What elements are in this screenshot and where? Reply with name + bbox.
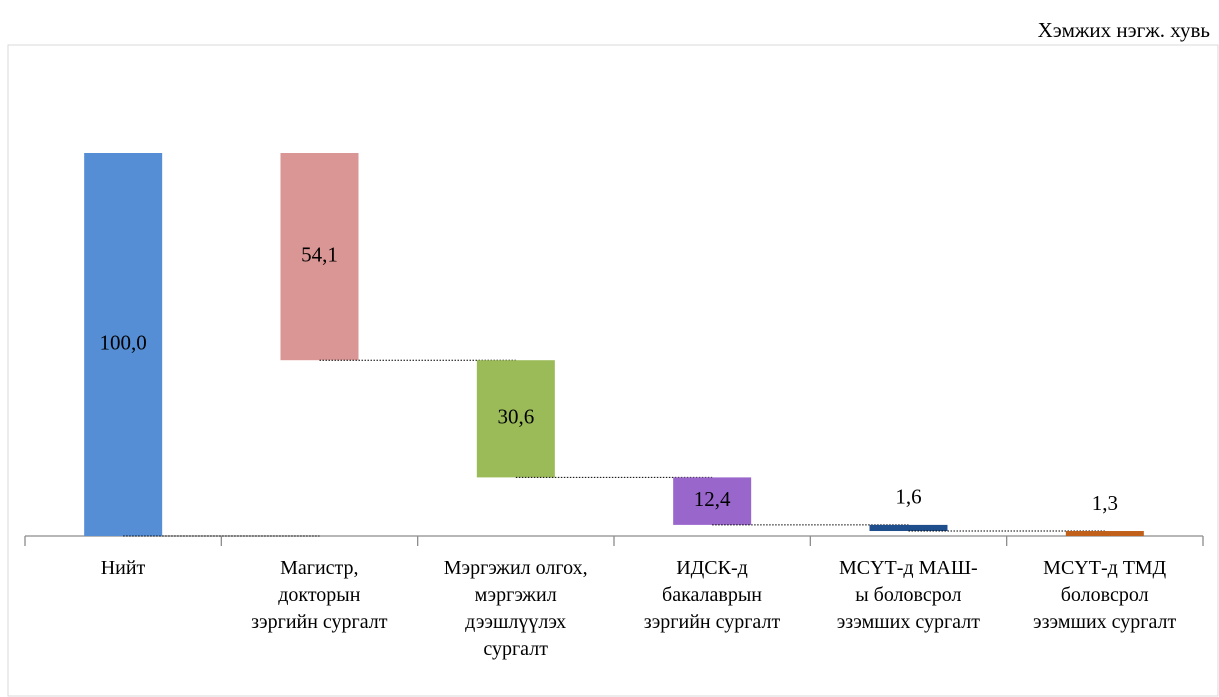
bar [673,477,752,525]
bar [1065,531,1144,536]
data-label: 54,1 [301,242,338,266]
data-label: 30,6 [497,405,534,429]
bar [476,360,555,478]
data-label: 12,4 [694,487,731,511]
plot-border [7,44,1219,697]
x-tick-label: Мэргэжил олгох, мэргэжил дээшлүүлэх сург… [443,557,588,660]
x-tick-label: МСҮТ-д МАШ- ы боловсрол эзэмших сургалт [836,557,980,633]
x-tick-label: Магистр, докторын зэргийн сургалт [251,557,388,633]
data-label: 1,6 [895,485,921,509]
data-label: 1,3 [1092,491,1118,515]
x-tick-label: Нийт [100,557,146,579]
x-tick-label: МСҮТ-д ТМД боловсрол эзэмших сургалт [1033,557,1177,633]
data-label: 100,0 [100,330,147,354]
bar [84,153,163,536]
bar [280,153,359,361]
unit-label: Хэмжих нэгж. хувь [1038,18,1210,42]
bar [869,524,948,532]
x-tick-label: ИДСК-д бакалаврын зэргийн сургалт [643,557,781,633]
